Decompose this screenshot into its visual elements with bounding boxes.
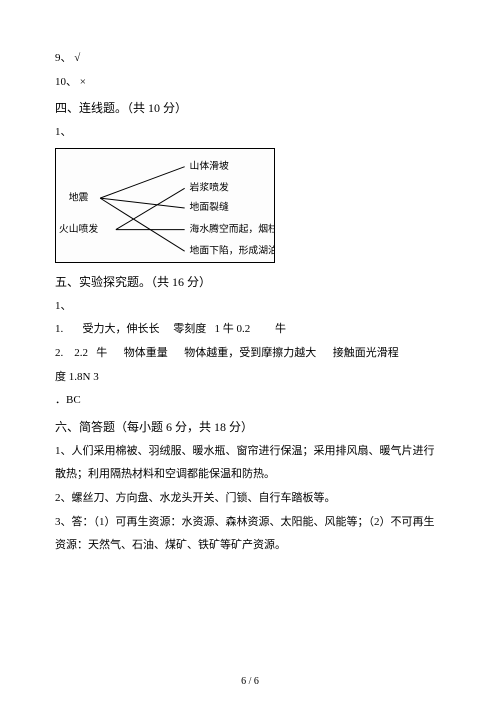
s5-line3: 度 1.8N 3 — [55, 369, 445, 387]
q10-mark: × — [80, 76, 86, 88]
diagram-left-label: 火山喷发 — [59, 222, 98, 235]
s5l1-c: 零刻度 — [173, 323, 206, 335]
s6-a1b: 散热；利用隔热材料和空调都能保温和防热。 — [55, 466, 445, 484]
s5-line4: ．BC — [55, 392, 445, 410]
diagram-right-label: 海水腾空而起，烟柱冲天 — [190, 222, 274, 235]
s4-unit: 分） — [163, 101, 187, 115]
s6-a3b: 资源：天然气、石油、煤矿、铁矿等矿产资源。 — [55, 537, 445, 555]
s4-q1: 1、 — [55, 124, 445, 142]
s6-title: 六、简答题（每小题 — [55, 420, 163, 434]
page-current: 6 — [241, 676, 246, 687]
page-sep: / — [249, 676, 252, 687]
s6-a2: 2、螺丝刀、方向盘、水龙头开关、门锁、自行车踏板等。 — [55, 490, 445, 508]
s6-points: 6 — [166, 420, 172, 434]
diagram-right-label: 地面裂缝 — [190, 200, 229, 213]
diagram-right-label: 山体滑坡 — [190, 159, 229, 172]
diagram-right-label: 地面下陷，形成湖泊 — [190, 243, 274, 256]
page-total: 6 — [254, 676, 259, 687]
s5l1-b: 受力大，伸长长 — [83, 323, 160, 335]
s5l1-d: 1 牛 0.2 — [215, 323, 251, 335]
question-10: 10、 × — [55, 74, 445, 92]
s5l1-e: 牛 — [275, 323, 286, 335]
s4-points: 10 — [148, 101, 160, 115]
question-9: 9、 √ — [55, 50, 445, 68]
matching-diagram: 地震火山喷发 山体滑坡岩浆喷发地面裂缝海水腾空而起，烟柱冲天地面下陷，形成湖泊 — [55, 148, 275, 263]
s5l2-f: 接触面光滑程 — [333, 347, 399, 359]
s6-unit: 分） — [229, 420, 253, 434]
section-4-header: 四、连线题。（共 10 分） — [55, 99, 445, 116]
section-5-header: 五、实验探究题。（共 16 分） — [55, 273, 445, 290]
s5l2-c: 牛 — [96, 347, 107, 359]
s6-a1: 1、人们采用棉被、羽绒服、暖水瓶、窗帘进行保温；采用排风扇、暖气片进行 — [55, 443, 445, 461]
diagram-svg: 地震火山喷发 山体滑坡岩浆喷发地面裂缝海水腾空而起，烟柱冲天地面下陷，形成湖泊 — [56, 149, 274, 262]
s5-line1: 1. 受力大，伸长长 零刻度 1 牛 0.2 牛 — [55, 321, 445, 339]
s5-q1: 1、 — [55, 298, 445, 316]
page-footer: 6 / 6 — [0, 676, 500, 687]
diagram-left-label: 地震 — [69, 190, 89, 203]
s5l2-b: 2.2 — [74, 347, 88, 359]
s6-mid: 分，共 — [175, 420, 211, 434]
q9-num: 9、 — [55, 52, 72, 64]
s5l2-d: 物体重量 — [124, 347, 168, 359]
s4-title: 四、连线题。（共 — [55, 101, 145, 115]
s5-points: 16 — [172, 275, 184, 289]
q9-mark: √ — [74, 52, 80, 64]
diagram-right-label: 岩浆喷发 — [190, 180, 229, 193]
s5l2-a: 2. — [55, 347, 63, 359]
q10-num: 10、 — [55, 76, 77, 88]
diagram-connection — [116, 188, 185, 229]
s6-a3a: 3、答：（1）可再生资源：水资源、森林资源、太阳能、风能等；（2）不可再生 — [55, 514, 445, 532]
diagram-connection — [100, 166, 185, 197]
s5-title: 五、实验探究题。（共 — [55, 275, 169, 289]
s5-line2: 2. 2.2 牛 物体重量 物体越重，受到摩擦力越大 接触面光滑程 — [55, 345, 445, 363]
s6-total: 18 — [214, 420, 226, 434]
s5l1-a: 1. — [55, 323, 63, 335]
s5-unit: 分） — [187, 275, 211, 289]
s5l2-e: 物体越重，受到摩擦力越大 — [184, 347, 316, 359]
section-6-header: 六、简答题（每小题 6 分，共 18 分） — [55, 418, 445, 435]
